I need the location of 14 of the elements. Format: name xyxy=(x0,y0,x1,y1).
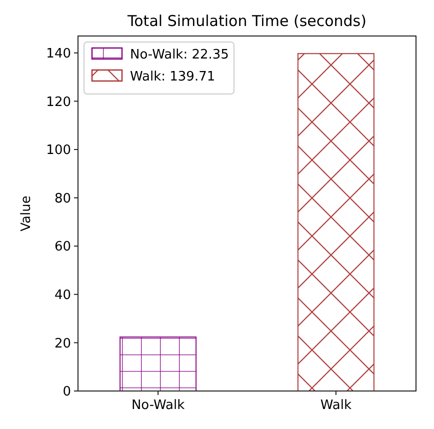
y-tick-label: 140 xyxy=(46,46,71,62)
y-tick-label: 120 xyxy=(46,94,71,110)
y-tick-label: 40 xyxy=(54,288,71,303)
x-tick-label: No-Walk xyxy=(131,398,186,413)
x-tick-label: Walk xyxy=(320,398,352,413)
y-tick-label: 80 xyxy=(54,191,71,206)
legend-label: No-Walk: 22.35 xyxy=(130,48,229,63)
y-tick-label: 20 xyxy=(54,336,71,352)
y-tick-label: 60 xyxy=(54,240,71,255)
chart-title: Total Simulation Time (seconds) xyxy=(126,12,366,30)
y-axis-title: Value xyxy=(19,196,34,232)
y-tick-label: 0 xyxy=(62,384,71,400)
legend-label: Walk: 139.71 xyxy=(130,70,216,85)
y-tick-label: 100 xyxy=(46,143,71,158)
